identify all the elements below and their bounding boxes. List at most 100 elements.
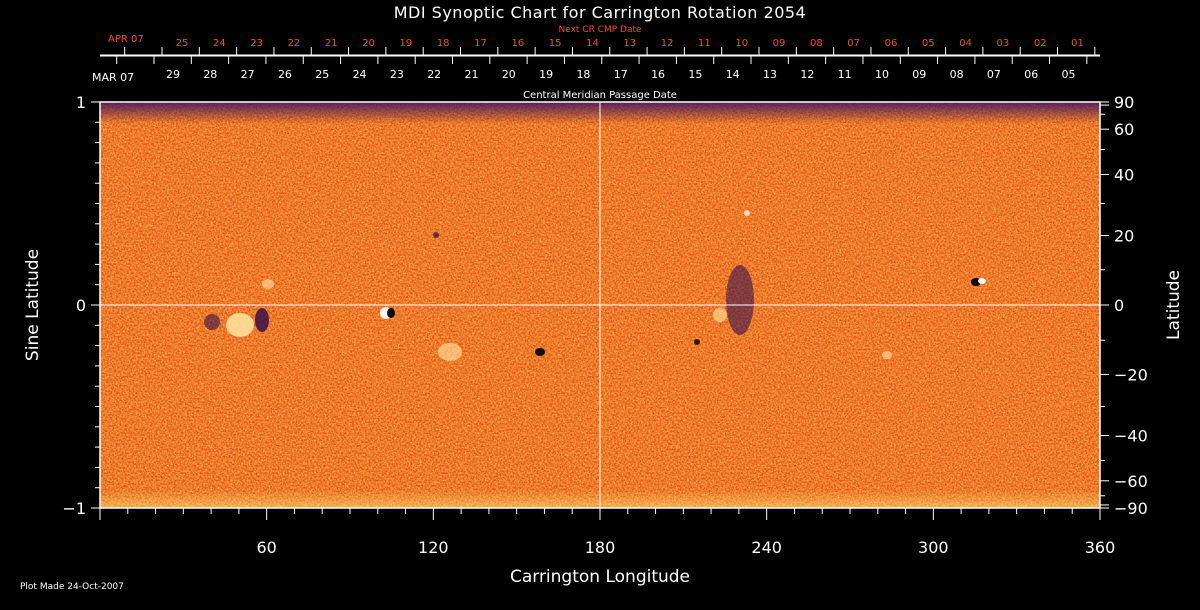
x-tick-label: 240 [751,538,782,557]
next-cmp-day-label: 09 [773,38,786,49]
cmp-day-label: 11 [838,68,852,81]
x-axis: 60 120 180 240 300 360 [99,508,1116,557]
y-right-tick-label: 40 [1114,166,1134,185]
active-region [694,339,700,345]
grid-lines [100,102,1100,508]
y-right-tick-label: −20 [1114,365,1148,384]
y-right-axis-title: Latitude [1164,270,1184,340]
active-region [433,232,439,238]
next-cmp-day-label: 17 [474,38,487,49]
cmp-day-label: 21 [465,68,479,81]
cmp-date-axis: 29 28 27 26 25 24 23 22 21 20 19 18 17 16 15 14 13 12 11 10… [100,55,1100,81]
active-region [535,348,545,356]
next-cmp-day-label: 10 [735,38,748,49]
next-cmp-day-label: 22 [288,38,301,49]
active-region [882,351,892,359]
y-right-tick-label: −90 [1114,499,1148,518]
y-left-axis: 1 0 −1 [62,93,100,518]
active-region [713,308,727,322]
cmp-day-label: 28 [203,68,217,81]
x-axis-title: Carrington Longitude [510,567,690,587]
next-cmp-day-label: 23 [250,38,263,49]
active-region [204,314,220,330]
cmp-day-label: 14 [726,68,740,81]
plot-made-footer: Plot Made 24-Oct-2007 [20,582,124,592]
y-right-axis: 90 60 40 20 0 −20 −40 −60 −90 [1100,93,1148,518]
cmp-day-label: 08 [950,68,964,81]
cmp-day-label: 29 [166,68,180,81]
active-region [255,308,269,332]
x-tick-label: 180 [585,538,616,557]
cmp-day-label: 17 [614,68,628,81]
cmp-day-label: 27 [241,68,255,81]
cmp-day-label: 05 [1062,68,1076,81]
x-tick-label: 120 [418,538,449,557]
next-cmp-day-label: 25 [176,38,189,49]
cmp-day-label: 25 [315,68,329,81]
y-right-tick-label: −40 [1114,426,1148,445]
active-region [262,279,274,289]
next-cmp-day-label: 08 [810,38,823,49]
next-cmp-day-label: 04 [959,38,972,49]
y-left-tick-label: −1 [62,499,86,518]
next-cmp-day-label: 13 [623,38,636,49]
active-region [744,210,750,216]
next-cmp-day-label: 20 [362,38,375,49]
x-tick-label: 300 [918,538,949,557]
active-region [726,265,754,335]
next-cmp-day-label: 02 [1034,38,1047,49]
cmp-day-label: 13 [763,68,777,81]
y-right-tick-label: 0 [1114,296,1124,315]
y-left-axis-title: Sine Latitude [23,249,43,361]
x-tick-label: 60 [256,538,276,557]
next-cmp-day-label: 15 [549,38,562,49]
next-cmp-day-label: 05 [922,38,935,49]
cmp-axis-label: Central Meridian Passage Date [523,90,677,101]
y-right-tick-label: 60 [1114,120,1134,139]
next-cmp-day-label: 03 [997,38,1010,49]
cmp-day-label: 06 [1024,68,1038,81]
cmp-day-label: 23 [390,68,404,81]
active-region [438,343,462,361]
cmp-day-label: 07 [987,68,1001,81]
next-cmp-start-month: APR 07 [108,34,144,45]
cmp-day-label: 16 [651,68,665,81]
next-cmp-day-label: 21 [325,38,338,49]
y-right-tick-label: −60 [1114,472,1148,491]
active-region [226,313,254,337]
next-cmp-day-label: 14 [586,38,599,49]
active-region [387,308,395,318]
cmp-day-label: 22 [427,68,441,81]
next-cmp-day-label: 01 [1071,38,1084,49]
next-cmp-day-label: 18 [437,38,450,49]
next-cmp-axis-label: Next CR CMP Date [558,25,642,35]
cmp-day-label: 09 [912,68,926,81]
next-cmp-day-label: 07 [847,38,860,49]
cmp-day-label: 15 [688,68,702,81]
cmp-day-label: 10 [875,68,889,81]
chart-title: MDI Synoptic Chart for Carrington Rotati… [394,3,806,22]
cmp-day-label: 20 [502,68,516,81]
cmp-day-label: 18 [576,68,590,81]
y-right-tick-label: 20 [1114,227,1134,246]
y-left-tick-label: 0 [76,296,86,315]
active-regions [204,210,986,361]
next-cmp-day-label: 19 [400,38,413,49]
cmp-day-label: 12 [800,68,814,81]
y-left-tick-label: 1 [76,93,86,112]
y-right-tick-label: 90 [1114,93,1134,112]
next-cmp-date-axis: 25 24 23 22 21 20 19 18 17 16 15 14 13 12 11 10 09 08 07 06… [100,38,1100,56]
next-cmp-day-label: 11 [698,38,711,49]
next-cmp-day-label: 12 [661,38,674,49]
next-cmp-day-label: 06 [885,38,898,49]
cmp-start-month: MAR 07 [92,71,134,84]
active-region [978,278,986,284]
cmp-day-label: 26 [278,68,292,81]
x-tick-label: 360 [1085,538,1116,557]
next-cmp-day-label: 24 [213,38,226,49]
cmp-day-label: 19 [539,68,553,81]
next-cmp-day-label: 16 [511,38,524,49]
cmp-day-label: 24 [353,68,367,81]
